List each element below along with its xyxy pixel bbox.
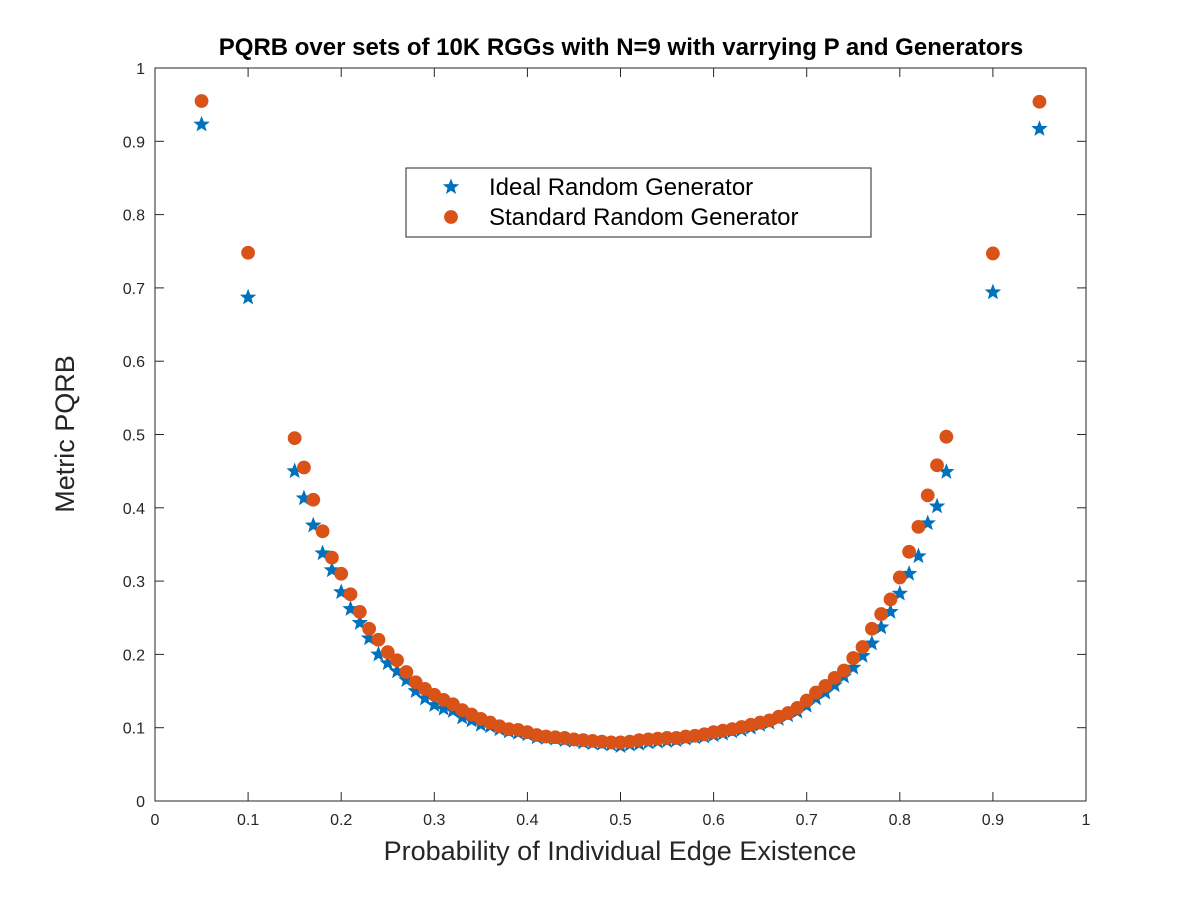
data-point <box>352 604 367 619</box>
data-point <box>390 653 404 668</box>
x-tick-label: 0.6 <box>702 812 724 829</box>
y-axis-label: Metric PQRB <box>50 355 80 513</box>
y-tick-label: 0.4 <box>123 501 145 518</box>
data-point <box>1032 94 1047 109</box>
data-point <box>984 283 1002 300</box>
x-tick-label: 0.4 <box>516 812 538 829</box>
data-point <box>194 94 209 108</box>
data-point <box>362 621 377 636</box>
data-point <box>343 587 358 602</box>
data-point <box>305 516 322 533</box>
y-tick-label: 0.6 <box>123 354 145 371</box>
x-tick-label: 1 <box>1082 812 1091 829</box>
x-tick-label: 0.7 <box>796 812 818 829</box>
x-tick-label: 0.3 <box>423 812 445 829</box>
data-point <box>818 679 833 693</box>
data-point <box>864 621 879 636</box>
data-point <box>809 685 823 700</box>
legend-star-marker <box>442 178 460 194</box>
data-point <box>297 460 311 475</box>
x-axis: 0 0.1 0.2 0.3 0.4 0.5 0.6 0.7 0.8 0.9 1 <box>151 68 1091 829</box>
y-tick-label: 0.2 <box>123 647 145 664</box>
data-point <box>1031 120 1048 136</box>
data-point <box>306 492 321 507</box>
legend-label-standard-random-generator: Standard Random Generator <box>489 204 799 231</box>
x-tick-label: 0 <box>151 812 160 829</box>
data-point <box>928 497 946 514</box>
data-point <box>314 544 331 561</box>
x-tick-label: 0.5 <box>609 812 631 829</box>
data-point <box>846 651 861 665</box>
data-point <box>902 544 917 559</box>
data-point <box>891 584 908 601</box>
chart-title: PQRB over sets of 10K RGGs with N=9 with… <box>219 34 1023 61</box>
data-point <box>883 592 898 607</box>
legend-circle-marker <box>444 210 458 224</box>
data-point <box>193 115 210 132</box>
data-point <box>827 670 842 685</box>
legend-marker-ideal-random-generator <box>442 178 460 194</box>
data-point <box>380 645 395 660</box>
y-tick-label: 0.8 <box>123 208 145 225</box>
data-point <box>874 607 889 621</box>
data-point <box>855 640 870 654</box>
data-point <box>408 675 423 690</box>
data-point <box>399 665 414 679</box>
y-axis: 0 0.1 0.2 0.3 0.4 0.5 0.6 0.7 0.8 0.9 1 <box>123 61 1086 811</box>
legend-marker-standard-random-generator <box>444 210 458 224</box>
data-point <box>892 570 907 585</box>
y-tick-label: 0.7 <box>123 281 145 298</box>
y-tick-label: 0 <box>136 794 145 811</box>
data-point <box>863 634 881 651</box>
legend-box <box>405 167 872 238</box>
data-point <box>799 693 814 708</box>
data-point <box>920 488 935 503</box>
data-point <box>986 246 1000 261</box>
legend-label-ideal-random-generator: Ideal Random Generator <box>489 174 753 201</box>
y-tick-label: 0.5 <box>123 428 145 445</box>
data-point <box>324 550 339 565</box>
data-point <box>351 614 369 630</box>
x-tick-label: 0.2 <box>330 812 352 829</box>
y-tick-label: 0.3 <box>123 574 145 591</box>
data-point <box>371 632 386 647</box>
x-tick-label: 0.8 <box>889 812 911 829</box>
series-layer <box>193 94 1048 753</box>
data-point <box>241 245 256 260</box>
data-point <box>919 514 936 531</box>
data-point <box>837 663 851 678</box>
data-point <box>315 524 330 539</box>
data-point <box>939 429 954 444</box>
series-1 <box>194 94 1047 750</box>
x-axis-label: Probability of Individual Edge Existence <box>384 836 857 866</box>
y-tick-label: 1 <box>136 61 145 78</box>
x-tick-label: 0.1 <box>237 812 259 829</box>
y-tick-label: 0.9 <box>123 134 145 151</box>
data-point <box>287 431 302 446</box>
data-point <box>900 565 918 581</box>
data-point <box>323 561 341 578</box>
data-point <box>239 288 257 305</box>
data-point <box>930 458 944 473</box>
data-point <box>790 701 805 715</box>
y-tick-label: 0.1 <box>123 721 145 738</box>
x-tick-label: 0.9 <box>982 812 1004 829</box>
data-point <box>911 519 926 534</box>
data-point <box>334 566 349 581</box>
legend: Ideal Random Generator Standard Random G… <box>405 167 872 238</box>
